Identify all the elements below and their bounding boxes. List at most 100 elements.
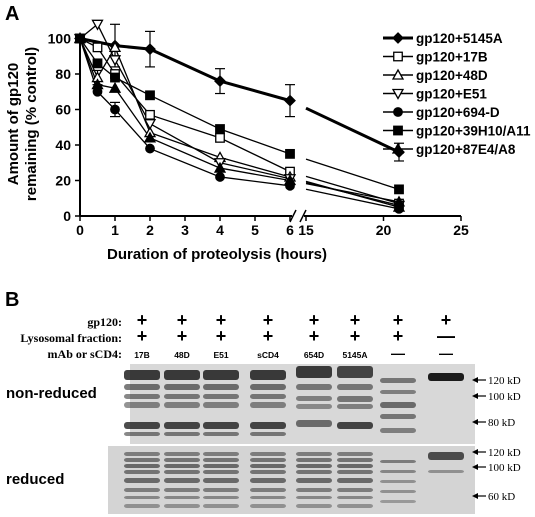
lane-gp120-sign: + xyxy=(177,310,188,330)
y-tick-label: 100 xyxy=(48,31,72,47)
gel-band xyxy=(296,488,332,492)
mw-marker-arrowhead xyxy=(472,449,478,455)
gel-band xyxy=(124,470,160,474)
gel-band xyxy=(250,394,286,399)
gel-band xyxy=(250,488,286,492)
lane-gp120-sign: + xyxy=(263,310,274,330)
series-line-continuation xyxy=(305,106,400,154)
gel-band xyxy=(124,384,160,390)
gel-band xyxy=(337,496,373,499)
gel-band xyxy=(250,504,286,508)
gel-band xyxy=(296,478,332,483)
gel-non-reduced: non-reduced xyxy=(6,364,475,444)
gel-band xyxy=(203,458,239,462)
gel-band xyxy=(250,432,286,436)
data-point xyxy=(215,172,225,182)
mw-marker-arrowhead xyxy=(472,493,478,499)
mw-marker-label: 120 kD xyxy=(488,375,521,387)
gel-band xyxy=(124,452,160,456)
lane-gp120-sign: + xyxy=(216,310,227,330)
gel-band xyxy=(164,402,200,408)
gel-band xyxy=(203,370,239,380)
gel-band xyxy=(380,460,416,463)
gel-band xyxy=(337,504,373,508)
gel-band xyxy=(203,478,239,483)
error-bars xyxy=(92,23,404,162)
data-point xyxy=(283,174,297,186)
x-tick-label: 25 xyxy=(453,222,469,238)
gel-band xyxy=(203,384,239,390)
gel-band xyxy=(428,470,464,473)
gel-band xyxy=(380,402,416,408)
gel-band xyxy=(250,422,286,429)
data-point xyxy=(394,184,404,195)
y-tick-label: 20 xyxy=(55,173,71,189)
x-tick-label: 0 xyxy=(76,222,84,238)
gel-band xyxy=(164,464,200,468)
gel-band xyxy=(296,366,332,378)
data-point xyxy=(145,109,155,120)
gel-band xyxy=(250,470,286,474)
gel-band xyxy=(124,496,160,499)
mw-marker-label: 120 kD xyxy=(488,447,521,459)
gel-band xyxy=(124,402,160,408)
x-tick-label: 1 xyxy=(111,222,119,238)
row-label-lysosomal: Lysosomal fraction: xyxy=(20,331,122,345)
gel-band xyxy=(124,370,160,380)
lane-lysosomal-sign: + xyxy=(263,326,274,346)
x-tick-label: 20 xyxy=(376,222,392,238)
data-point xyxy=(215,132,225,143)
gel-label: reduced xyxy=(6,471,64,488)
gel-label: non-reduced xyxy=(6,385,97,402)
gel-band xyxy=(164,432,200,436)
gel-band xyxy=(296,452,332,456)
gel-band xyxy=(203,464,239,468)
x-tick-label: 15 xyxy=(298,222,314,238)
gel-band xyxy=(380,470,416,473)
lane-gp120-sign: + xyxy=(350,310,361,330)
gel-band xyxy=(250,458,286,462)
row-label-mab: mAb or sCD4: xyxy=(48,347,122,361)
data-point xyxy=(214,75,226,88)
y-tick-label: 0 xyxy=(63,208,71,224)
mw-marker-arrowhead xyxy=(472,464,478,470)
gel-band xyxy=(380,500,416,503)
legend-label: gp120+39H10/A11 xyxy=(416,124,531,139)
gel-band xyxy=(124,504,160,508)
gel-band xyxy=(124,464,160,468)
lane-lysosomal-sign: + xyxy=(350,326,361,346)
gel-band xyxy=(250,478,286,483)
data-point xyxy=(145,143,155,154)
lane-lysosomal-sign: + xyxy=(137,326,148,346)
gel-band xyxy=(164,394,200,399)
lane-gp120-sign: + xyxy=(137,310,148,330)
gel-band xyxy=(203,470,239,474)
gel-band xyxy=(124,488,160,492)
series-line xyxy=(79,38,291,187)
x-axis-label: Duration of proteolysis (hours) xyxy=(107,246,327,263)
legend-label: gp120+E51 xyxy=(416,87,487,102)
gel-reduced: reduced xyxy=(6,446,475,514)
x-tick-label: 4 xyxy=(216,222,224,238)
lane-mab-label: E51 xyxy=(213,350,228,360)
lane-mab-label: sCD4 xyxy=(257,350,279,360)
y-tick-label: 80 xyxy=(55,66,71,82)
legend-label: gp120+694-D xyxy=(416,105,500,120)
gel-band xyxy=(428,373,464,381)
lane-gp120-sign: + xyxy=(441,310,452,330)
x-tick-label: 5 xyxy=(251,222,259,238)
series-line xyxy=(79,23,291,180)
mw-marker-arrowhead xyxy=(472,377,478,383)
chart-legend: gp120+5145A gp120+17B gp120+48D gp120+E51 gp… xyxy=(383,31,531,157)
gel-band xyxy=(164,384,200,390)
axis-break-mark xyxy=(299,209,307,223)
mw-marker-arrowhead xyxy=(472,419,478,425)
gel-band xyxy=(337,384,373,390)
gel-band xyxy=(296,404,332,409)
lane-gp120-sign: + xyxy=(393,310,404,330)
lane-lysosomal-sign: + xyxy=(393,326,404,346)
row-label-gp120: gp120: xyxy=(87,315,122,329)
legend-swatch-marker xyxy=(393,125,403,136)
